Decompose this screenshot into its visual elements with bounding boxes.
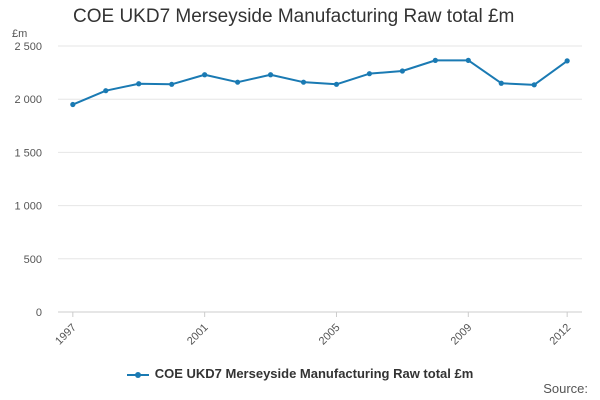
data-point: [169, 81, 175, 87]
y-tick-label: 2 500: [14, 41, 42, 53]
data-point: [70, 101, 76, 108]
legend-series-label: COE UKD7 Merseyside Manufacturing Raw to…: [154, 366, 474, 381]
data-point: [432, 57, 438, 63]
y-tick-label: 0: [36, 307, 42, 319]
y-axis-unit-label: £m: [12, 28, 28, 40]
data-point: [267, 72, 274, 78]
y-tick-label: 2 000: [14, 94, 42, 106]
data-point: [531, 82, 537, 88]
x-tick-label: 2005: [317, 322, 343, 348]
y-tick-label: 500: [24, 254, 42, 266]
y-tick-label: 1 000: [14, 201, 42, 213]
x-tick-label: 2012: [547, 322, 573, 348]
data-point: [235, 79, 241, 85]
data-point: [136, 81, 142, 87]
data-point: [333, 81, 340, 87]
chart-title: COE UKD7 Merseyside Manufacturing Raw to…: [73, 6, 515, 27]
legend[interactable]: COE UKD7 Merseyside Manufacturing Raw to…: [0, 366, 600, 381]
data-point: [366, 71, 373, 77]
x-tick-label: 2009: [449, 322, 475, 348]
data-point: [300, 79, 307, 85]
data-point: [103, 88, 109, 94]
data-point: [465, 57, 471, 63]
series-line: [72, 59, 568, 106]
data-point: [202, 72, 208, 78]
source-label: Source:: [543, 381, 588, 396]
data-point: [498, 80, 504, 86]
y-tick-label: 1 500: [14, 147, 42, 159]
x-tick-label: 1997: [53, 322, 79, 348]
data-point: [564, 58, 570, 64]
legend-series-marker: [126, 371, 149, 378]
x-tick-label: 2001: [185, 322, 211, 348]
data-point: [399, 68, 405, 74]
